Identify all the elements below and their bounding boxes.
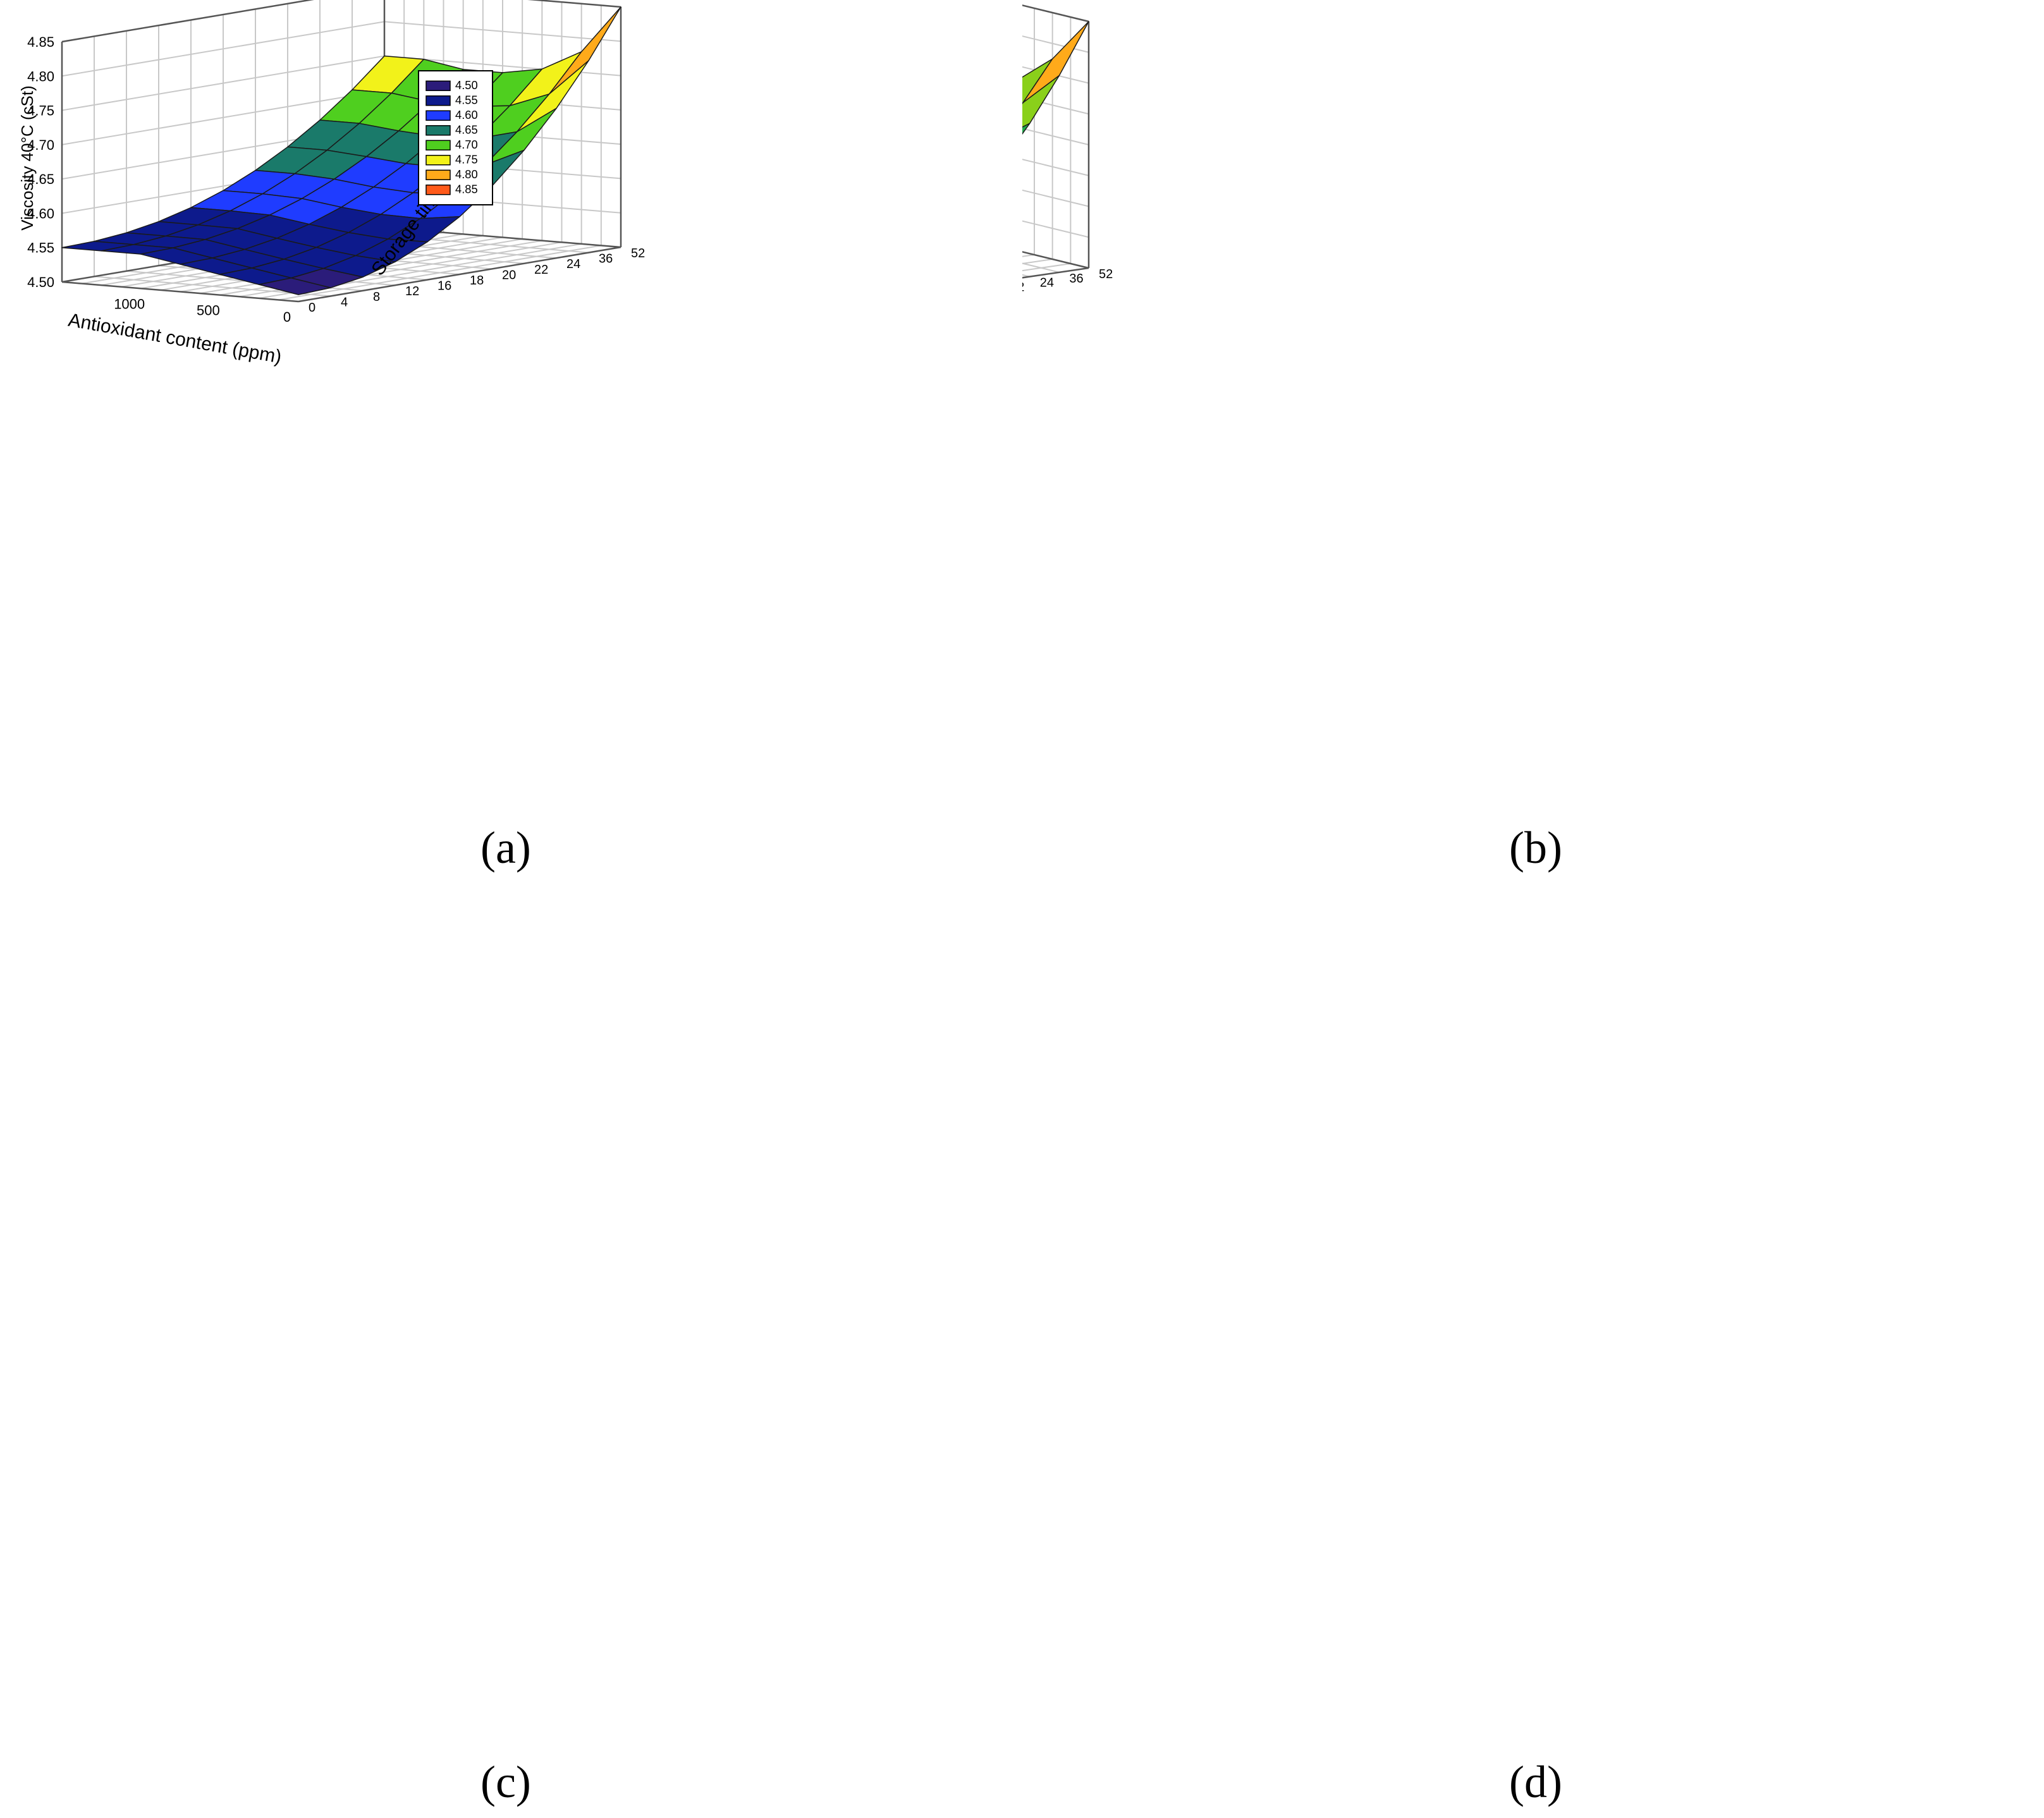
axis-edge [527,0,621,8]
z-tick-label: 4.60 [27,205,54,221]
y-tick-label: 52 [631,247,645,260]
grid-lines [1022,4,1089,279]
legend-label: 4.50 [455,78,478,92]
legend-label: 4.85 [455,182,478,195]
panel-label-c: (c) [480,1757,531,1807]
y-tick-label: 24 [1040,276,1054,290]
chart-panel-b: 0.40.50.60.70.80.91.01.11.21000500004812… [1022,0,2044,909]
y-tick-label: 36 [1069,272,1083,286]
y-tick-label: 24 [566,257,580,271]
floor-gridline [1022,262,1060,273]
legend-label: 4.75 [455,152,478,166]
y-tick-label: 22 [534,263,548,277]
surface-patch [1022,75,1060,128]
z-gridline [61,0,621,42]
z-gridline [61,21,621,77]
panel-label-d: (d) [1509,1757,1562,1807]
axis-edge [1022,251,1089,269]
legend-box [418,70,493,205]
surface [61,6,621,295]
legend-swatch [425,110,451,121]
y-tick-label: 0 [309,301,315,315]
surface-patch [1022,21,1089,104]
legend-swatch [425,184,451,195]
y-tick-label: 52 [1099,267,1113,281]
legend-label: 4.55 [455,93,478,106]
y-tick-label: 12 [405,284,419,298]
surface-patch [258,277,331,295]
y-tick-label: 16 [438,279,451,293]
z-tick-label: 4.80 [27,68,54,84]
x-axis-title: Antioxidant content (ppm) [66,310,283,368]
y-tick-label: 4 [341,295,348,309]
legend-swatch [425,80,451,92]
z-axis-title: Viscosity 40°C (cSt) [18,85,37,231]
chart-panel-c: 2426283032343638404244100050000481216182… [0,909,1022,1818]
legend-label: 4.65 [455,123,478,136]
x-tick-label: 0 [283,309,291,325]
axis-box [1022,4,1090,279]
z-tick-label: 4.75 [27,103,54,119]
y-tick-label: 22 [1022,280,1024,294]
legend-swatch [425,154,451,166]
legend-swatch [425,95,451,106]
chart-c-svg: 2426283032343638404244100050000481216182… [0,909,1022,1818]
surface [1022,21,1089,135]
axis-edge [1022,4,1089,23]
axis-edge [1022,267,1089,279]
floor-gridline [1022,274,1031,278]
chart-plot-group: 0.40.50.60.70.80.91.01.11.21000500004812… [1022,4,1113,294]
y-tick-label: 20 [502,268,516,282]
z-tick-label: 4.55 [27,240,54,256]
z-tick-label: 4.65 [27,171,54,187]
legend-swatch [425,169,451,181]
panel-label-b: (b) [1509,822,1562,873]
panel-label-a: (a) [480,822,531,873]
z-tick-label: 4.70 [27,137,54,153]
z-tick-label: 4.50 [27,274,54,290]
axis-edge [298,246,621,303]
y-tick-label: 8 [373,290,380,304]
y-tick-label: 36 [599,252,613,266]
surface-patch [1022,123,1031,135]
legend-swatch [425,125,451,136]
axis-edge [61,0,314,43]
chart-b-svg: 0.40.50.60.70.80.91.01.11.21000500004812… [1022,4,1113,294]
x-tick-label: 1000 [114,296,145,312]
surface-patch [548,6,621,95]
z-tick-label: 4.85 [27,34,54,50]
legend: 4.504.55 4.60 4.65 4.704.75 4.804.85 [418,70,493,205]
y-tick-label: 18 [470,274,484,288]
legend-label: 4.80 [455,168,478,181]
chart-d-svg: 7580859095100100050000481216182022243652… [1022,909,2044,1818]
axis-edge [61,281,299,303]
legend-label: 4.70 [455,138,478,151]
chart-panel-d: 7580859095100100050000481216182022243652… [1022,909,2044,1818]
chart-panel-a: 4.50 4.55 4.60 4.65 4.70 4.75 4.80 4.85 1000 500 0… [0,0,1022,909]
legend-label: 4.60 [455,108,478,121]
legend-swatch [425,140,451,151]
x-tick-label: 500 [197,303,220,319]
